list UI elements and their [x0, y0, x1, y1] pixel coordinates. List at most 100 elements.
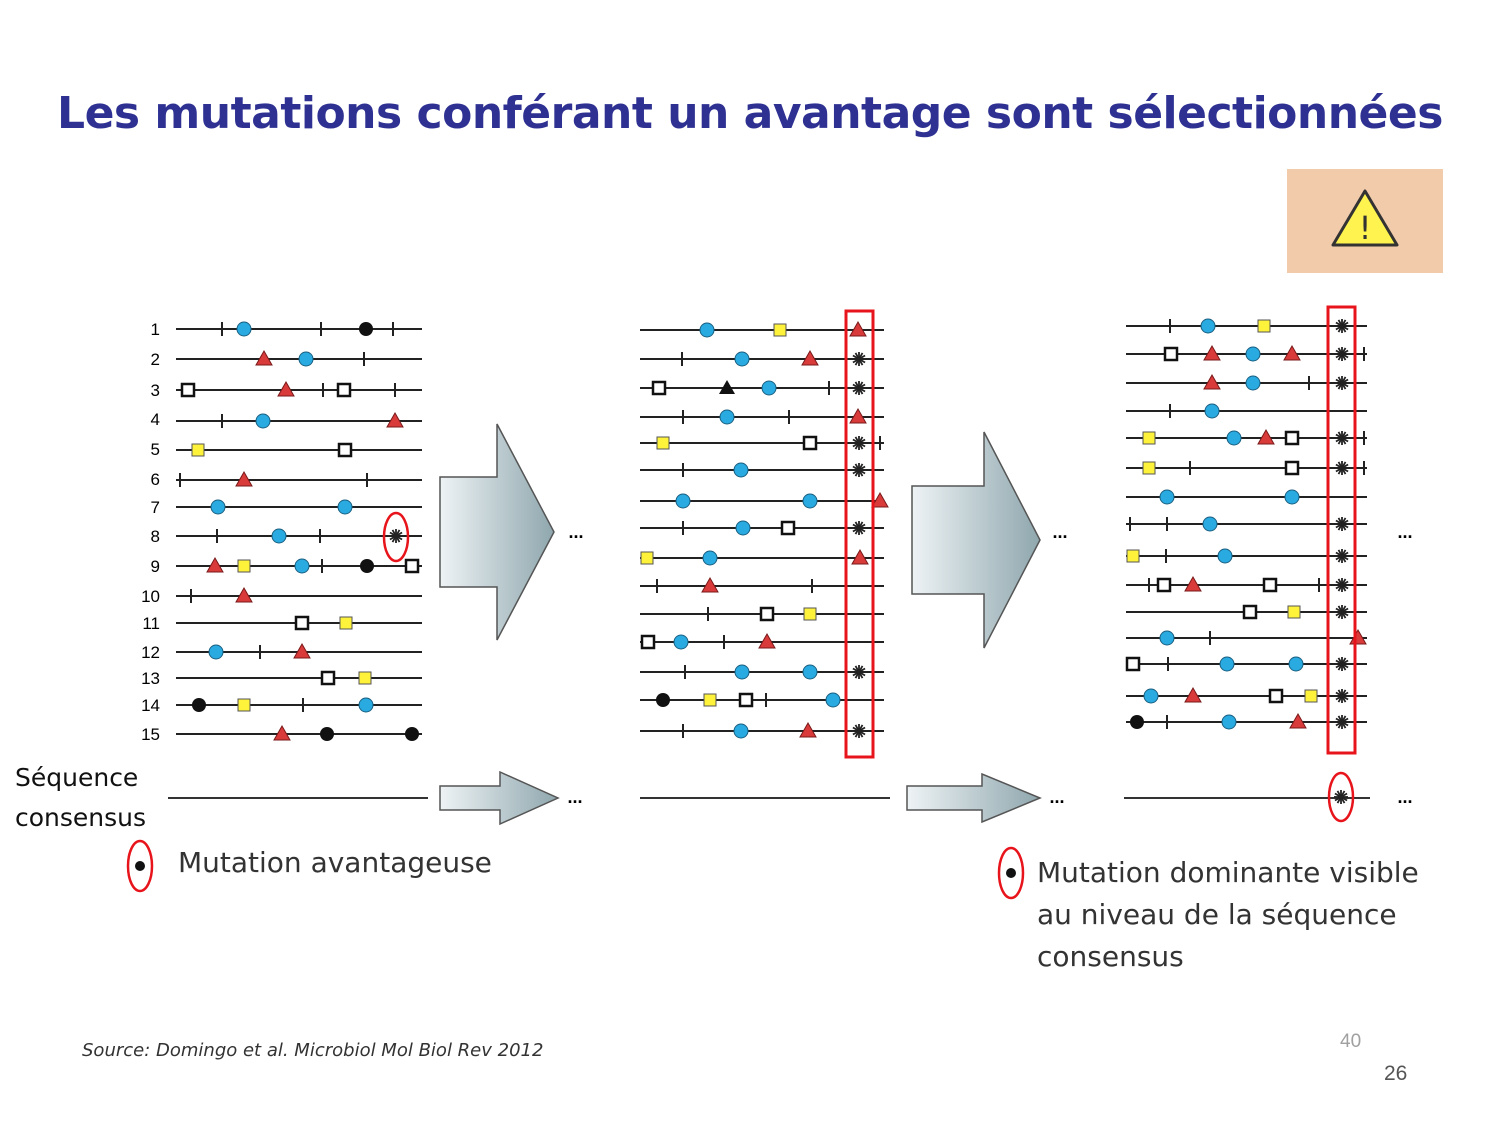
mutation-star — [389, 529, 403, 543]
right-panel: ... ... — [1124, 305, 1413, 823]
genome-row — [1126, 516, 1367, 532]
mutation-circle — [675, 493, 691, 509]
genome-row — [1125, 656, 1367, 672]
star-ray — [1335, 378, 1349, 388]
genome-row — [1126, 318, 1367, 334]
mutation-triangle — [277, 380, 295, 397]
mutation-triangle — [1184, 575, 1202, 592]
star-ray — [1335, 580, 1349, 590]
mutation-triangle — [1283, 344, 1301, 361]
genome-row — [176, 586, 422, 603]
mutation-star — [852, 352, 866, 366]
mutation-star — [1335, 319, 1349, 333]
star-ray — [1335, 691, 1349, 701]
quasispecies-diagram: 1 2 3 4 5 6 7 8 9 10 11 12 13 14 15 ... … — [126, 305, 1413, 900]
mutation-open-square — [294, 615, 310, 631]
genome-row — [176, 615, 422, 631]
mutation-star — [1334, 790, 1348, 804]
star-ray — [1335, 321, 1349, 331]
mutation-yellow-square — [803, 607, 817, 621]
row-label: 11 — [142, 614, 160, 633]
genome-row — [176, 321, 422, 337]
mutation-circle — [1221, 714, 1237, 730]
genome-row — [176, 556, 422, 574]
mutation-circle — [210, 499, 226, 515]
row-label: 1 — [151, 320, 160, 339]
right-genomes — [1125, 318, 1367, 730]
mutation-triangle — [235, 586, 253, 603]
mutation-circle — [735, 520, 751, 536]
mutation-triangle — [386, 411, 404, 428]
mutation-star — [852, 381, 866, 395]
genome-row — [1126, 686, 1367, 704]
mutation-star — [852, 436, 866, 450]
mutation-open-square — [336, 382, 352, 398]
mutation-black-circle — [1130, 715, 1144, 729]
mutation-star — [1335, 578, 1349, 592]
mutation-circle — [358, 697, 374, 713]
mutation-triangle — [701, 576, 719, 593]
evolution-arrow — [911, 431, 1041, 649]
left-genomes — [176, 321, 422, 741]
genome-row — [176, 349, 422, 367]
page-number-grey: 40 — [1340, 1031, 1362, 1052]
mutation-open-square — [1125, 656, 1141, 672]
mutation-circle — [699, 322, 715, 338]
star-ray — [1335, 463, 1349, 473]
mutation-open-square — [1242, 604, 1258, 620]
genome-row — [1126, 548, 1367, 564]
mutation-star — [852, 665, 866, 679]
genome-row — [640, 349, 884, 367]
genome-row — [176, 470, 422, 487]
row-label: 13 — [141, 669, 160, 688]
genome-row — [176, 499, 422, 515]
star-ray — [852, 523, 866, 533]
mutation-triangle — [293, 642, 311, 659]
mutation-yellow-square — [237, 698, 251, 712]
mutation-star — [852, 521, 866, 535]
star-ray — [852, 438, 866, 448]
mutation-star — [1335, 689, 1349, 703]
mutation-yellow-square — [237, 559, 251, 573]
mutation-open-square — [1156, 577, 1172, 593]
mutation-triangle — [206, 556, 224, 573]
row-labels: 1 2 3 4 5 6 7 8 9 10 11 12 13 14 15 — [141, 320, 160, 744]
row-label: 5 — [151, 440, 160, 459]
mutation-circle — [1219, 656, 1235, 672]
mutation-circle — [1202, 516, 1218, 532]
mutation-circle — [1217, 548, 1233, 564]
mutation-open-square — [180, 382, 196, 398]
mutation-triangle — [235, 470, 253, 487]
genome-row — [1126, 604, 1367, 620]
ellipsis: ... — [1052, 522, 1067, 542]
mutation-star — [1335, 461, 1349, 475]
genome-row — [1126, 628, 1367, 646]
genome-row — [640, 435, 884, 451]
mutation-circle — [1204, 403, 1220, 419]
mutation-circle — [702, 550, 718, 566]
mutation-star — [1335, 347, 1349, 361]
mutation-yellow-square — [1142, 461, 1156, 475]
mutation-star — [1335, 605, 1349, 619]
legend-advantageous-mutation: Mutation avantageuse — [178, 846, 492, 879]
mutation-black-circle — [405, 727, 419, 741]
warning-icon: ! — [1331, 189, 1399, 247]
genome-row — [640, 320, 884, 338]
mutation-triangle — [1184, 686, 1202, 703]
mutation-star — [1335, 376, 1349, 390]
mutation-triangle — [1289, 712, 1307, 729]
legend-advantageous-dot — [135, 861, 145, 871]
mutation-open-square — [738, 692, 754, 708]
mutation-circle — [298, 351, 314, 367]
mutation-yellow-square — [640, 551, 654, 565]
genome-row — [176, 528, 422, 544]
row-label: 4 — [151, 410, 160, 429]
selected-mutation-column-highlight — [844, 309, 875, 759]
mutation-circle — [1159, 630, 1175, 646]
mutation-circle — [733, 462, 749, 478]
mutation-open-square — [1284, 460, 1300, 476]
mutation-circle — [337, 499, 353, 515]
mutation-star — [852, 724, 866, 738]
genome-row — [1126, 489, 1367, 505]
mutation-open-square — [1268, 688, 1284, 704]
